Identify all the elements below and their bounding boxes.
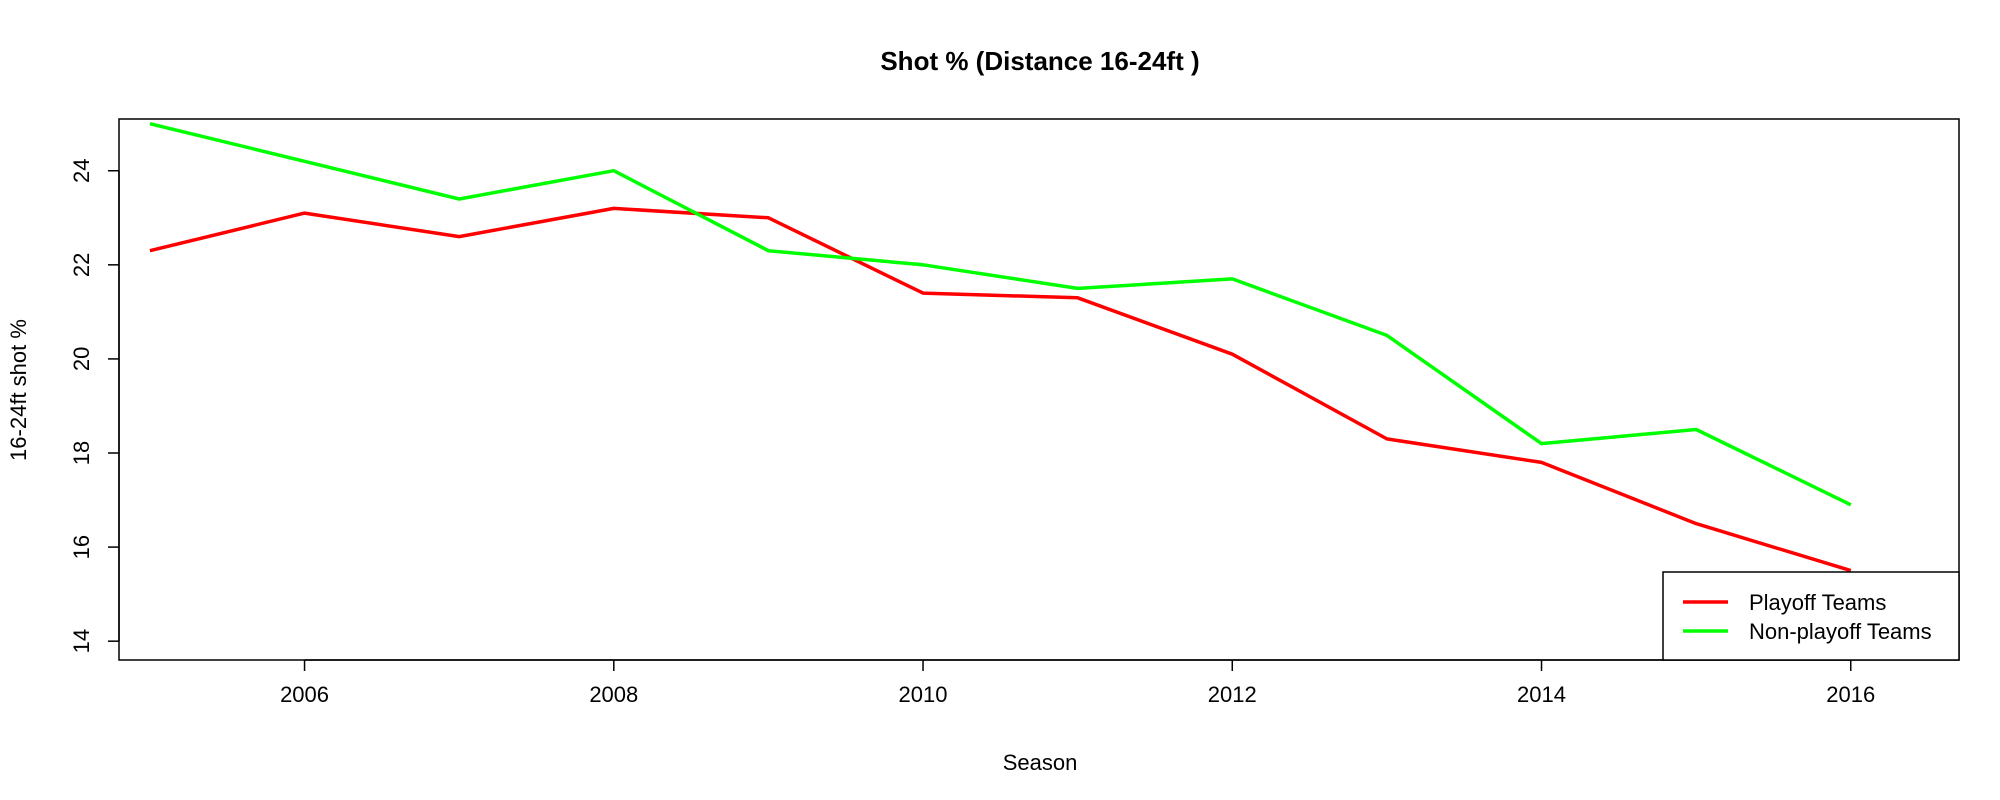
y-tick-label: 16 [69, 535, 94, 559]
x-tick-label: 2008 [589, 682, 638, 707]
series-layer [149, 121, 1852, 573]
x-tick-label: 2014 [1517, 682, 1566, 707]
y-tick-label: 22 [69, 253, 94, 277]
legend-label-non-playoff: Non-playoff Teams [1749, 619, 1932, 644]
y-tick-label: 14 [69, 629, 94, 653]
y-tick-label: 24 [69, 159, 94, 183]
x-axis: 2006 2008 2010 2012 2014 2016 [280, 659, 1875, 707]
series-line-playoff [149, 206, 1852, 573]
y-axis: 14 16 18 20 22 24 [69, 159, 120, 653]
x-tick-label: 2010 [899, 682, 948, 707]
x-tick-label: 2006 [280, 682, 329, 707]
chart-title: Shot % (Distance 16-24ft ) [880, 46, 1199, 76]
series-line-non-playoff [149, 121, 1852, 507]
y-axis-label: 16-24ft shot % [6, 319, 31, 461]
y-tick-label: 18 [69, 441, 94, 465]
y-tick-label: 20 [69, 347, 94, 371]
x-tick-label: 2012 [1208, 682, 1257, 707]
x-axis-label: Season [1003, 750, 1078, 775]
legend-box [1662, 571, 1960, 661]
x-tick-label: 2016 [1826, 682, 1875, 707]
legend: Playoff Teams Non-playoff Teams [1662, 571, 1960, 661]
legend-label-playoff: Playoff Teams [1749, 590, 1886, 615]
